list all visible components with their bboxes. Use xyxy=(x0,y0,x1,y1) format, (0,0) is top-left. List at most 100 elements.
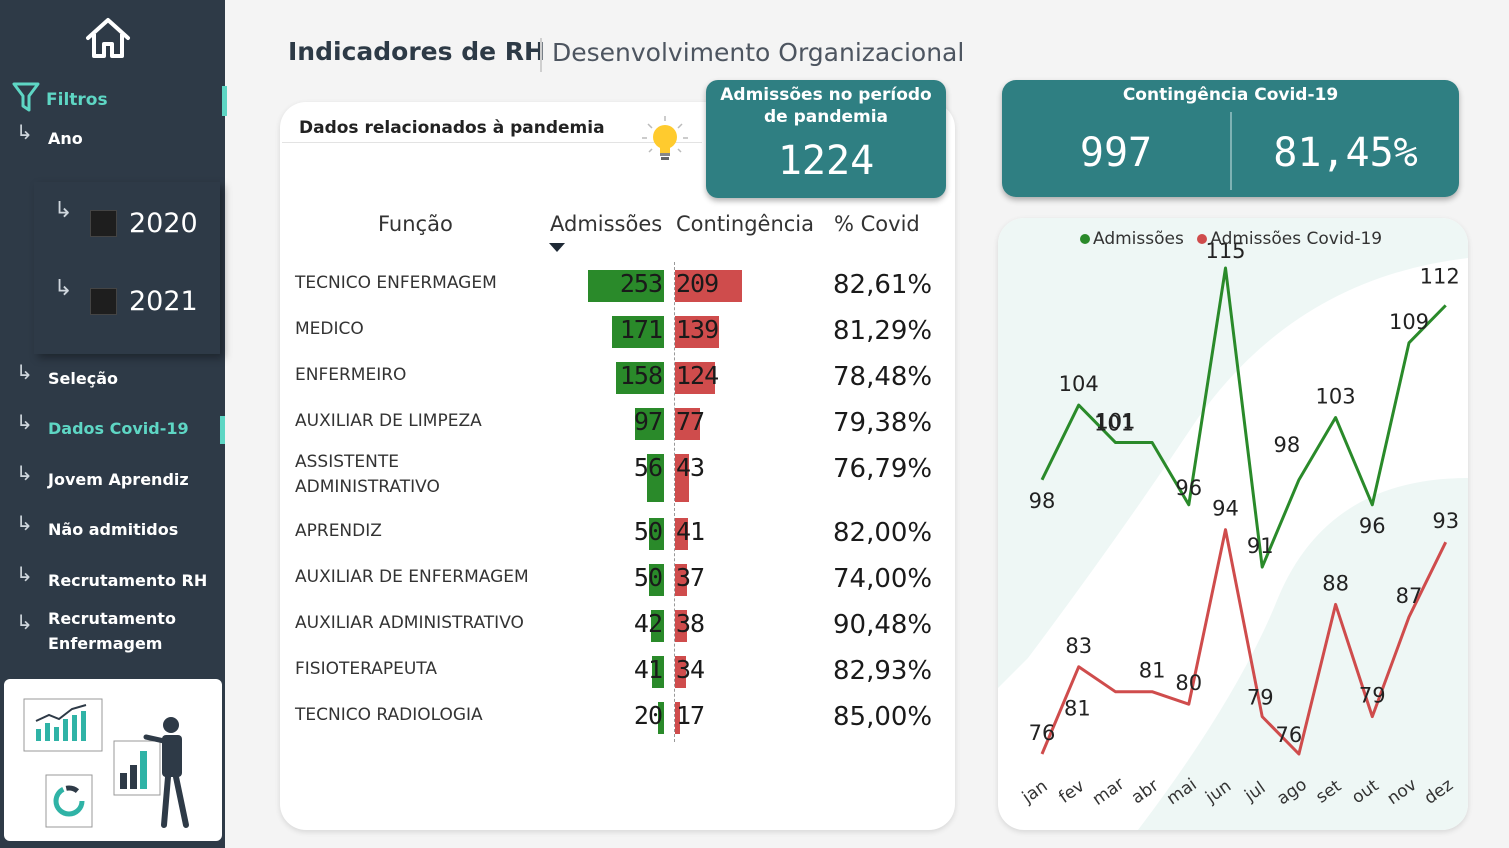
table-row[interactable]: MEDICO 171 139 81,29% xyxy=(290,315,940,356)
admissoes-bar xyxy=(587,270,664,302)
nav-item-label: Recrutamento RH xyxy=(48,571,208,590)
table-row[interactable]: TECNICO RADIOLOGIA 20 17 85,00% xyxy=(290,701,940,742)
kpi-value: 1224 xyxy=(777,138,875,184)
year-filter-panel: ↳ 2020 ↳ 2021 xyxy=(34,182,220,354)
data-label: 76 xyxy=(1276,723,1303,747)
nav-item-label: Recrutamento Enfermagem xyxy=(48,609,176,653)
year-option-2021[interactable]: ↳ 2021 xyxy=(54,274,214,317)
contingencia-value: 139 xyxy=(676,315,719,344)
card-title-underline xyxy=(282,142,702,143)
contingencia-value: 41 xyxy=(676,517,705,546)
pandemic-table-card xyxy=(280,102,955,830)
table-row[interactable]: AUXILIAR DE ENFERMAGEM 50 37 74,00% xyxy=(290,563,940,604)
chart-background-shape xyxy=(1138,478,1468,830)
legend-label: Admissões Covid-19 xyxy=(1210,229,1383,249)
row-funcao: ASSISTENTE ADMINISTRATIVO xyxy=(295,452,440,497)
admissoes-bar xyxy=(612,316,664,348)
data-label: 81 xyxy=(1139,659,1166,683)
year-option-2020[interactable]: ↳ 2020 xyxy=(54,196,214,239)
column-header-funcao[interactable]: Função xyxy=(378,212,453,236)
kpi-value-pct: 81,45% xyxy=(1273,130,1418,176)
table-row[interactable]: APRENDIZ 50 41 82,00% xyxy=(290,517,940,558)
subitem-arrow-icon: ↳ xyxy=(16,120,33,144)
contingencia-value: 124 xyxy=(676,361,719,390)
contingencia-bar xyxy=(675,564,687,596)
table-row[interactable]: AUXILIAR ADMINISTRATIVO 42 38 90,48% xyxy=(290,609,940,650)
line-chart: 9810410110196115919810396109112768381818… xyxy=(998,218,1468,830)
covid-percent: 82,93% xyxy=(833,656,933,686)
series-line-admissoes[interactable] xyxy=(1040,266,1447,569)
row-funcao: FISIOTERAPEUTA xyxy=(295,659,437,679)
contingencia-bar xyxy=(675,408,700,440)
contingencia-bar xyxy=(675,656,686,688)
data-label: 112 xyxy=(1420,264,1460,288)
admissoes-value: 42 xyxy=(633,609,663,638)
row-funcao: AUXILIAR DE LIMPEZA xyxy=(295,411,482,431)
table-row[interactable]: TECNICO ENFERMAGEM 253 209 82,61% xyxy=(290,269,940,310)
subitem-arrow-icon: ↳ xyxy=(16,511,33,535)
column-header-covid[interactable]: % Covid xyxy=(834,212,920,236)
admissoes-bar xyxy=(634,408,664,440)
table-row[interactable]: AUXILIAR DE LIMPEZA 97 77 79,38% xyxy=(290,407,940,448)
admissoes-value: 41 xyxy=(633,655,663,684)
table-row[interactable]: ENFERMEIRO 158 124 78,48% xyxy=(290,361,940,402)
card-title: Dados relacionados à pandemia xyxy=(299,118,605,138)
contingencia-bar xyxy=(675,454,689,502)
x-tick-label: jan xyxy=(1018,776,1052,808)
column-header-contingencia[interactable]: Contingência xyxy=(676,212,815,236)
covid-percent: 85,00% xyxy=(833,702,933,732)
admissoes-value: 56 xyxy=(633,453,663,482)
contingencia-bar xyxy=(675,362,715,394)
data-label: 88 xyxy=(1322,571,1349,595)
center-axis-line xyxy=(674,262,675,742)
admissoes-value: 20 xyxy=(633,701,663,730)
covid-percent: 81,29% xyxy=(833,316,933,346)
nav-item-label: Seleção xyxy=(48,369,118,388)
covid-percent: 76,79% xyxy=(833,454,933,484)
sidebar: Filtros ↳ Ano ↳ 2020 ↳ 2021 ↳ Seleção ↳ … xyxy=(0,0,227,848)
data-label: 103 xyxy=(1316,385,1356,409)
data-label: 96 xyxy=(1175,476,1202,500)
nav-item-label: Não admitidos xyxy=(48,520,179,539)
analytics-illustration-icon xyxy=(23,698,189,828)
legend-item-covid[interactable]: Admissões Covid-19 xyxy=(1197,229,1382,249)
x-tick-label: mar xyxy=(1089,774,1128,810)
row-funcao: ENFERMEIRO xyxy=(295,365,407,385)
covid-percent: 90,48% xyxy=(833,610,933,640)
contingencia-value: 37 xyxy=(676,563,705,592)
column-header-admissoes[interactable]: Admissões xyxy=(550,212,663,236)
nav-item-label: Ano xyxy=(48,129,83,148)
row-funcao: TECNICO ENFERMAGEM xyxy=(295,273,497,293)
contingencia-value: 17 xyxy=(676,701,705,730)
series-line-covid[interactable] xyxy=(1040,528,1448,756)
subitem-arrow-icon: ↳ xyxy=(54,276,73,301)
data-label: 80 xyxy=(1175,671,1202,695)
data-label: 91 xyxy=(1247,534,1274,558)
legend-label: Admissões xyxy=(1093,229,1184,249)
table-row[interactable]: ASSISTENTE ADMINISTRATIVO 56 43 76,79% xyxy=(290,452,940,502)
nav-item-label: Dados Covid-19 xyxy=(48,419,189,438)
covid-percent: 74,00% xyxy=(833,564,933,594)
home-icon[interactable] xyxy=(84,16,132,60)
table-row[interactable]: FISIOTERAPEUTA 41 34 82,93% xyxy=(290,655,940,696)
page-title: Indicadores de RH xyxy=(288,37,545,66)
kpi-admissoes-card: Admissões no período de pandemia 1224 xyxy=(706,80,946,198)
year-checkbox[interactable] xyxy=(90,288,117,315)
contingencia-value: 209 xyxy=(676,269,719,298)
lightbulb-icon xyxy=(642,116,688,160)
data-label: 94 xyxy=(1212,497,1239,521)
kpi-title: Contingência Covid-19 xyxy=(1122,85,1339,105)
sort-descending-icon[interactable] xyxy=(549,243,565,252)
header-divider xyxy=(540,38,542,72)
dashboard-illustration xyxy=(4,679,222,841)
active-indicator xyxy=(222,86,227,116)
filters-toggle[interactable]: Filtros xyxy=(12,82,227,116)
subitem-arrow-icon: ↳ xyxy=(16,562,33,586)
data-label: 104 xyxy=(1059,372,1099,396)
data-label: 79 xyxy=(1247,686,1274,710)
data-label: 98 xyxy=(1274,433,1301,457)
year-label: 2021 xyxy=(129,286,198,317)
legend-item-admissoes[interactable]: Admissões xyxy=(1080,229,1184,249)
year-checkbox[interactable] xyxy=(90,210,117,237)
data-label: 109 xyxy=(1389,310,1429,334)
